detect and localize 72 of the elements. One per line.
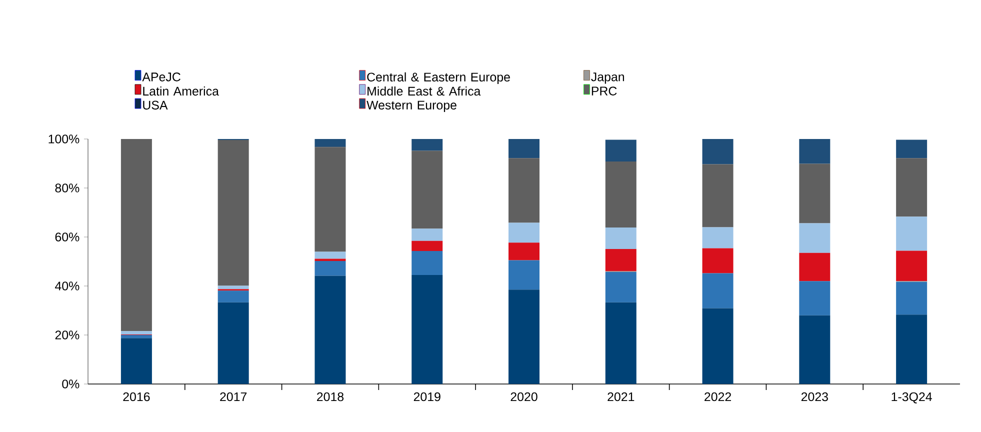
bar [508, 290, 540, 384]
bar [412, 150, 443, 229]
x-tick-label: 2018 [316, 392, 344, 402]
bar [605, 302, 636, 384]
bar [896, 314, 928, 384]
bar [605, 227, 636, 250]
x-tick-label: 2017 [220, 392, 247, 402]
legend-label: Middle East & Africa [368, 86, 481, 96]
x-tick-label: 2016 [123, 392, 150, 402]
x-tick-label: 2020 [510, 392, 538, 402]
y-tick-label: 60% [55, 232, 80, 242]
legend-label: Latin America [143, 86, 219, 96]
y-tick-label: 100% [48, 134, 80, 144]
bar [314, 252, 346, 259]
y-tick-label: 20% [55, 330, 80, 340]
bar [412, 274, 443, 384]
legend-label: Western Europe [366, 100, 456, 112]
y-tick-label: 0% [62, 380, 80, 388]
bar [702, 248, 734, 274]
bar [508, 222, 540, 243]
legend-label: Japan [591, 72, 624, 84]
bar [799, 138, 830, 164]
bar [412, 138, 443, 151]
bar [120, 335, 152, 338]
bar [702, 164, 734, 228]
bar [314, 258, 346, 262]
bar [896, 140, 928, 158]
bar [120, 331, 152, 335]
bar [702, 308, 734, 384]
bar [702, 273, 734, 308]
bar [508, 158, 540, 223]
bar [314, 276, 346, 384]
y-tick-label: 80% [55, 184, 80, 192]
bar [314, 261, 346, 276]
bar [799, 281, 830, 316]
x-tick-label: 2022 [704, 392, 731, 402]
legend-label: Central & Eastern Europe [367, 72, 510, 84]
bar [412, 240, 443, 251]
bar [799, 315, 830, 384]
bar [508, 242, 540, 260]
bar [218, 302, 249, 384]
bar [702, 138, 734, 164]
bar [896, 282, 928, 315]
legend-label: PRC [592, 86, 617, 96]
bar [605, 140, 636, 162]
bar [120, 138, 152, 332]
bar [218, 140, 249, 286]
x-tick-label: 2021 [608, 392, 634, 402]
bar [605, 162, 636, 228]
bar [412, 228, 443, 241]
bar [799, 252, 830, 282]
bar [508, 260, 540, 290]
bar [896, 250, 928, 282]
bar [314, 147, 346, 252]
bar [314, 138, 346, 147]
bar [896, 158, 928, 217]
y-tick-label: 40% [55, 282, 80, 290]
bar [896, 216, 928, 251]
bar [120, 338, 152, 384]
bar [799, 223, 830, 253]
bar [702, 227, 734, 248]
x-tick-label: 2023 [801, 392, 828, 402]
bar [218, 290, 249, 302]
legend-label: USA [143, 100, 168, 110]
x-tick-label: 2019 [414, 392, 440, 402]
bar [605, 249, 636, 272]
bar [412, 250, 443, 275]
bar [799, 164, 830, 224]
legend-label: APeJC [142, 72, 180, 82]
x-tick-label: 1-3Q24 [892, 392, 932, 404]
bar [605, 272, 636, 302]
bar [508, 138, 540, 158]
